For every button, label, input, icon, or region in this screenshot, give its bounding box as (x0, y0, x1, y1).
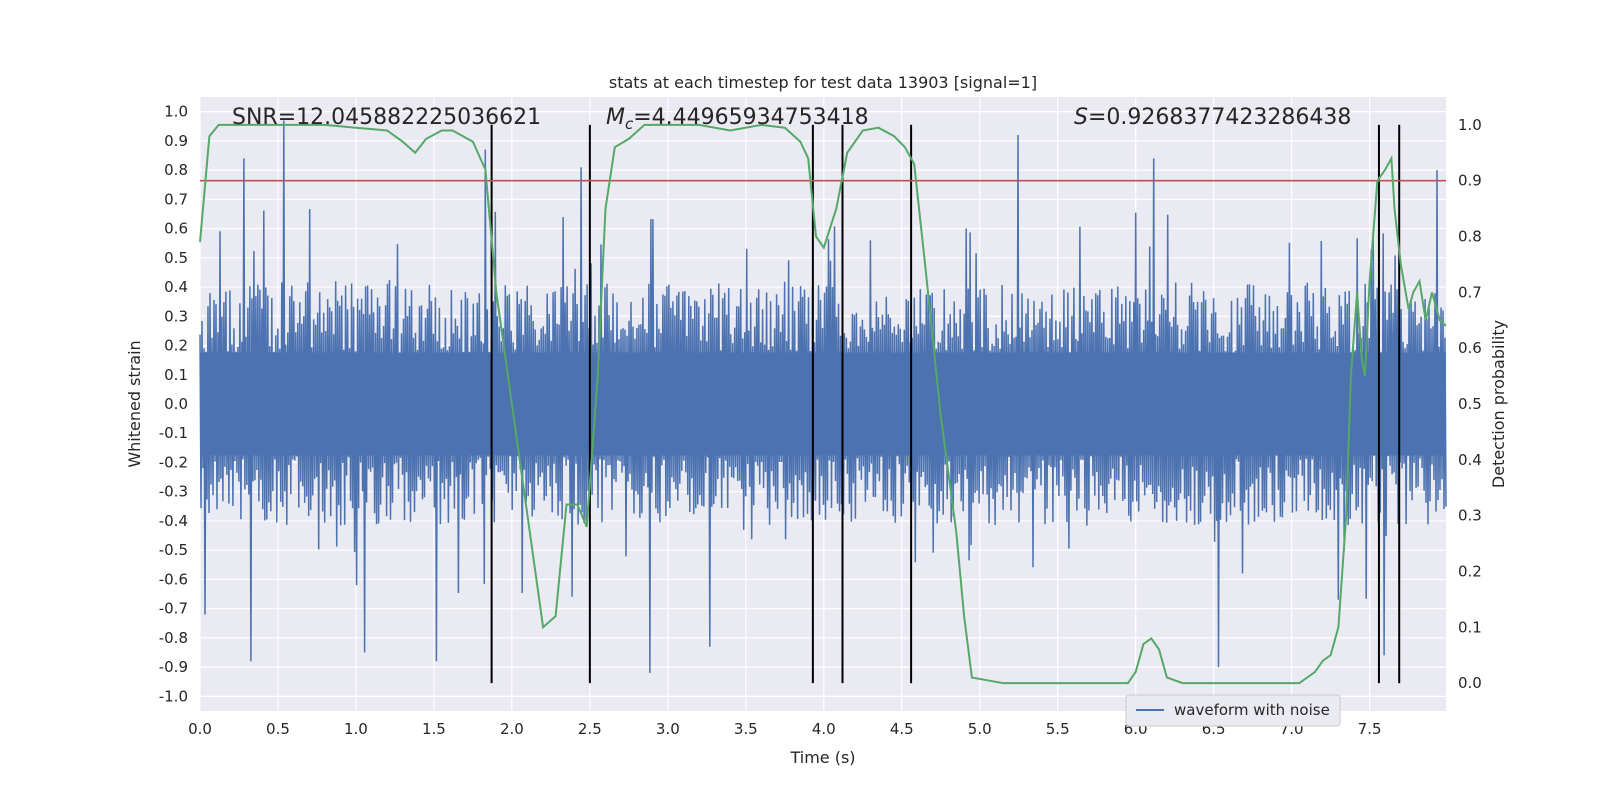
y-tick-label: -0.2 (159, 453, 188, 471)
s-symbol: S (1074, 105, 1088, 130)
annotations: SNR=12.045882225036621 Mc=4.449659347534… (232, 105, 1351, 133)
mc-subscript: c (625, 115, 634, 133)
x-tick-label: 0.0 (188, 720, 212, 738)
x-tick-label: 4.5 (890, 720, 914, 738)
x-axis-label: Time (s) (789, 748, 855, 767)
y-tick-label: -0.6 (159, 570, 188, 588)
y-tick-label: -0.5 (159, 541, 188, 559)
y-tick-label: -0.4 (159, 512, 188, 530)
y-axis-label: Whitened strain (125, 340, 144, 467)
y-right-tick-label: 0.3 (1458, 507, 1482, 525)
y-axis-ticks: 1.0 0.9 0.8 0.7 0.6 0.5 0.4 0.3 0.2 0.1 0.0 -0.1 -0.… (159, 103, 188, 706)
x-tick-label: 5.0 (968, 720, 992, 738)
probability-line (199, 123, 1447, 685)
y-tick-label: 0.7 (164, 190, 188, 208)
y-tick-label: 0.4 (164, 278, 188, 296)
y-tick-label: -0.7 (159, 600, 188, 618)
mc-symbol: M (606, 105, 625, 130)
legend: waveform with noise (1125, 694, 1341, 727)
waveform-series (199, 120, 1447, 674)
y-right-tick-label: 0.7 (1458, 283, 1482, 301)
y-right-tick-label: 0.9 (1458, 172, 1482, 190)
x-tick-label: 0.5 (266, 720, 290, 738)
s-annotation: S=0.9268377423286438 (1074, 105, 1351, 130)
chart-title: stats at each timestep for test data 139… (609, 73, 1037, 92)
y-tick-label: -1.0 (159, 687, 188, 705)
y-tick-label: 0.6 (164, 220, 188, 238)
vertical-lines (490, 124, 1401, 684)
y-tick-label: -0.9 (159, 658, 188, 676)
y-right-tick-label: 0.8 (1458, 228, 1482, 246)
y-right-tick-label: 0.2 (1458, 562, 1482, 580)
probability-series (199, 123, 1447, 685)
y-right-tick-label: 0.1 (1458, 618, 1482, 636)
y-tick-label: 0.5 (164, 249, 188, 267)
y-right-tick-label: 0.4 (1458, 451, 1482, 469)
y-right-tick-label: 0.6 (1458, 339, 1482, 357)
x-tick-label: 4.0 (812, 720, 836, 738)
y-tick-label: 0.3 (164, 307, 188, 325)
s-value: =0.9268377423286438 (1088, 105, 1351, 130)
y-tick-label: 0.0 (164, 395, 188, 413)
y-tick-label: 1.0 (164, 103, 188, 121)
mc-value: =4.44965934753418 (633, 105, 868, 130)
y-right-tick-label: 0.0 (1458, 674, 1482, 692)
x-tick-label: 2.5 (578, 720, 602, 738)
x-tick-label: 3.5 (734, 720, 758, 738)
x-tick-label: 7.5 (1358, 720, 1382, 738)
y-tick-label: 0.9 (164, 132, 188, 150)
snr-annotation: SNR=12.045882225036621 (232, 105, 541, 130)
y-tick-label: 0.8 (164, 161, 188, 179)
y-tick-label: 0.2 (164, 337, 188, 355)
legend-box (1125, 694, 1341, 727)
x-tick-label: 2.0 (500, 720, 524, 738)
x-tick-label: 1.5 (422, 720, 446, 738)
y-right-axis-label: Detection probability (1489, 320, 1508, 488)
y-tick-label: -0.3 (159, 483, 188, 501)
y-right-tick-label: 1.0 (1458, 116, 1482, 134)
x-tick-label: 3.0 (656, 720, 680, 738)
y-tick-label: -0.8 (159, 629, 188, 647)
legend-label: waveform with noise (1174, 701, 1330, 719)
x-tick-label: 5.5 (1046, 720, 1070, 738)
y-right-axis-ticks: 1.0 0.9 0.8 0.7 0.6 0.5 0.4 0.3 0.2 0.1 0.0 (1458, 116, 1482, 692)
mc-annotation: Mc=4.44965934753418 (606, 105, 869, 133)
y-right-tick-label: 0.5 (1458, 395, 1482, 413)
x-tick-label: 1.0 (344, 720, 368, 738)
y-tick-label: 0.1 (164, 366, 188, 384)
y-tick-label: -0.1 (159, 424, 188, 442)
waveform-core (200, 352, 1446, 456)
